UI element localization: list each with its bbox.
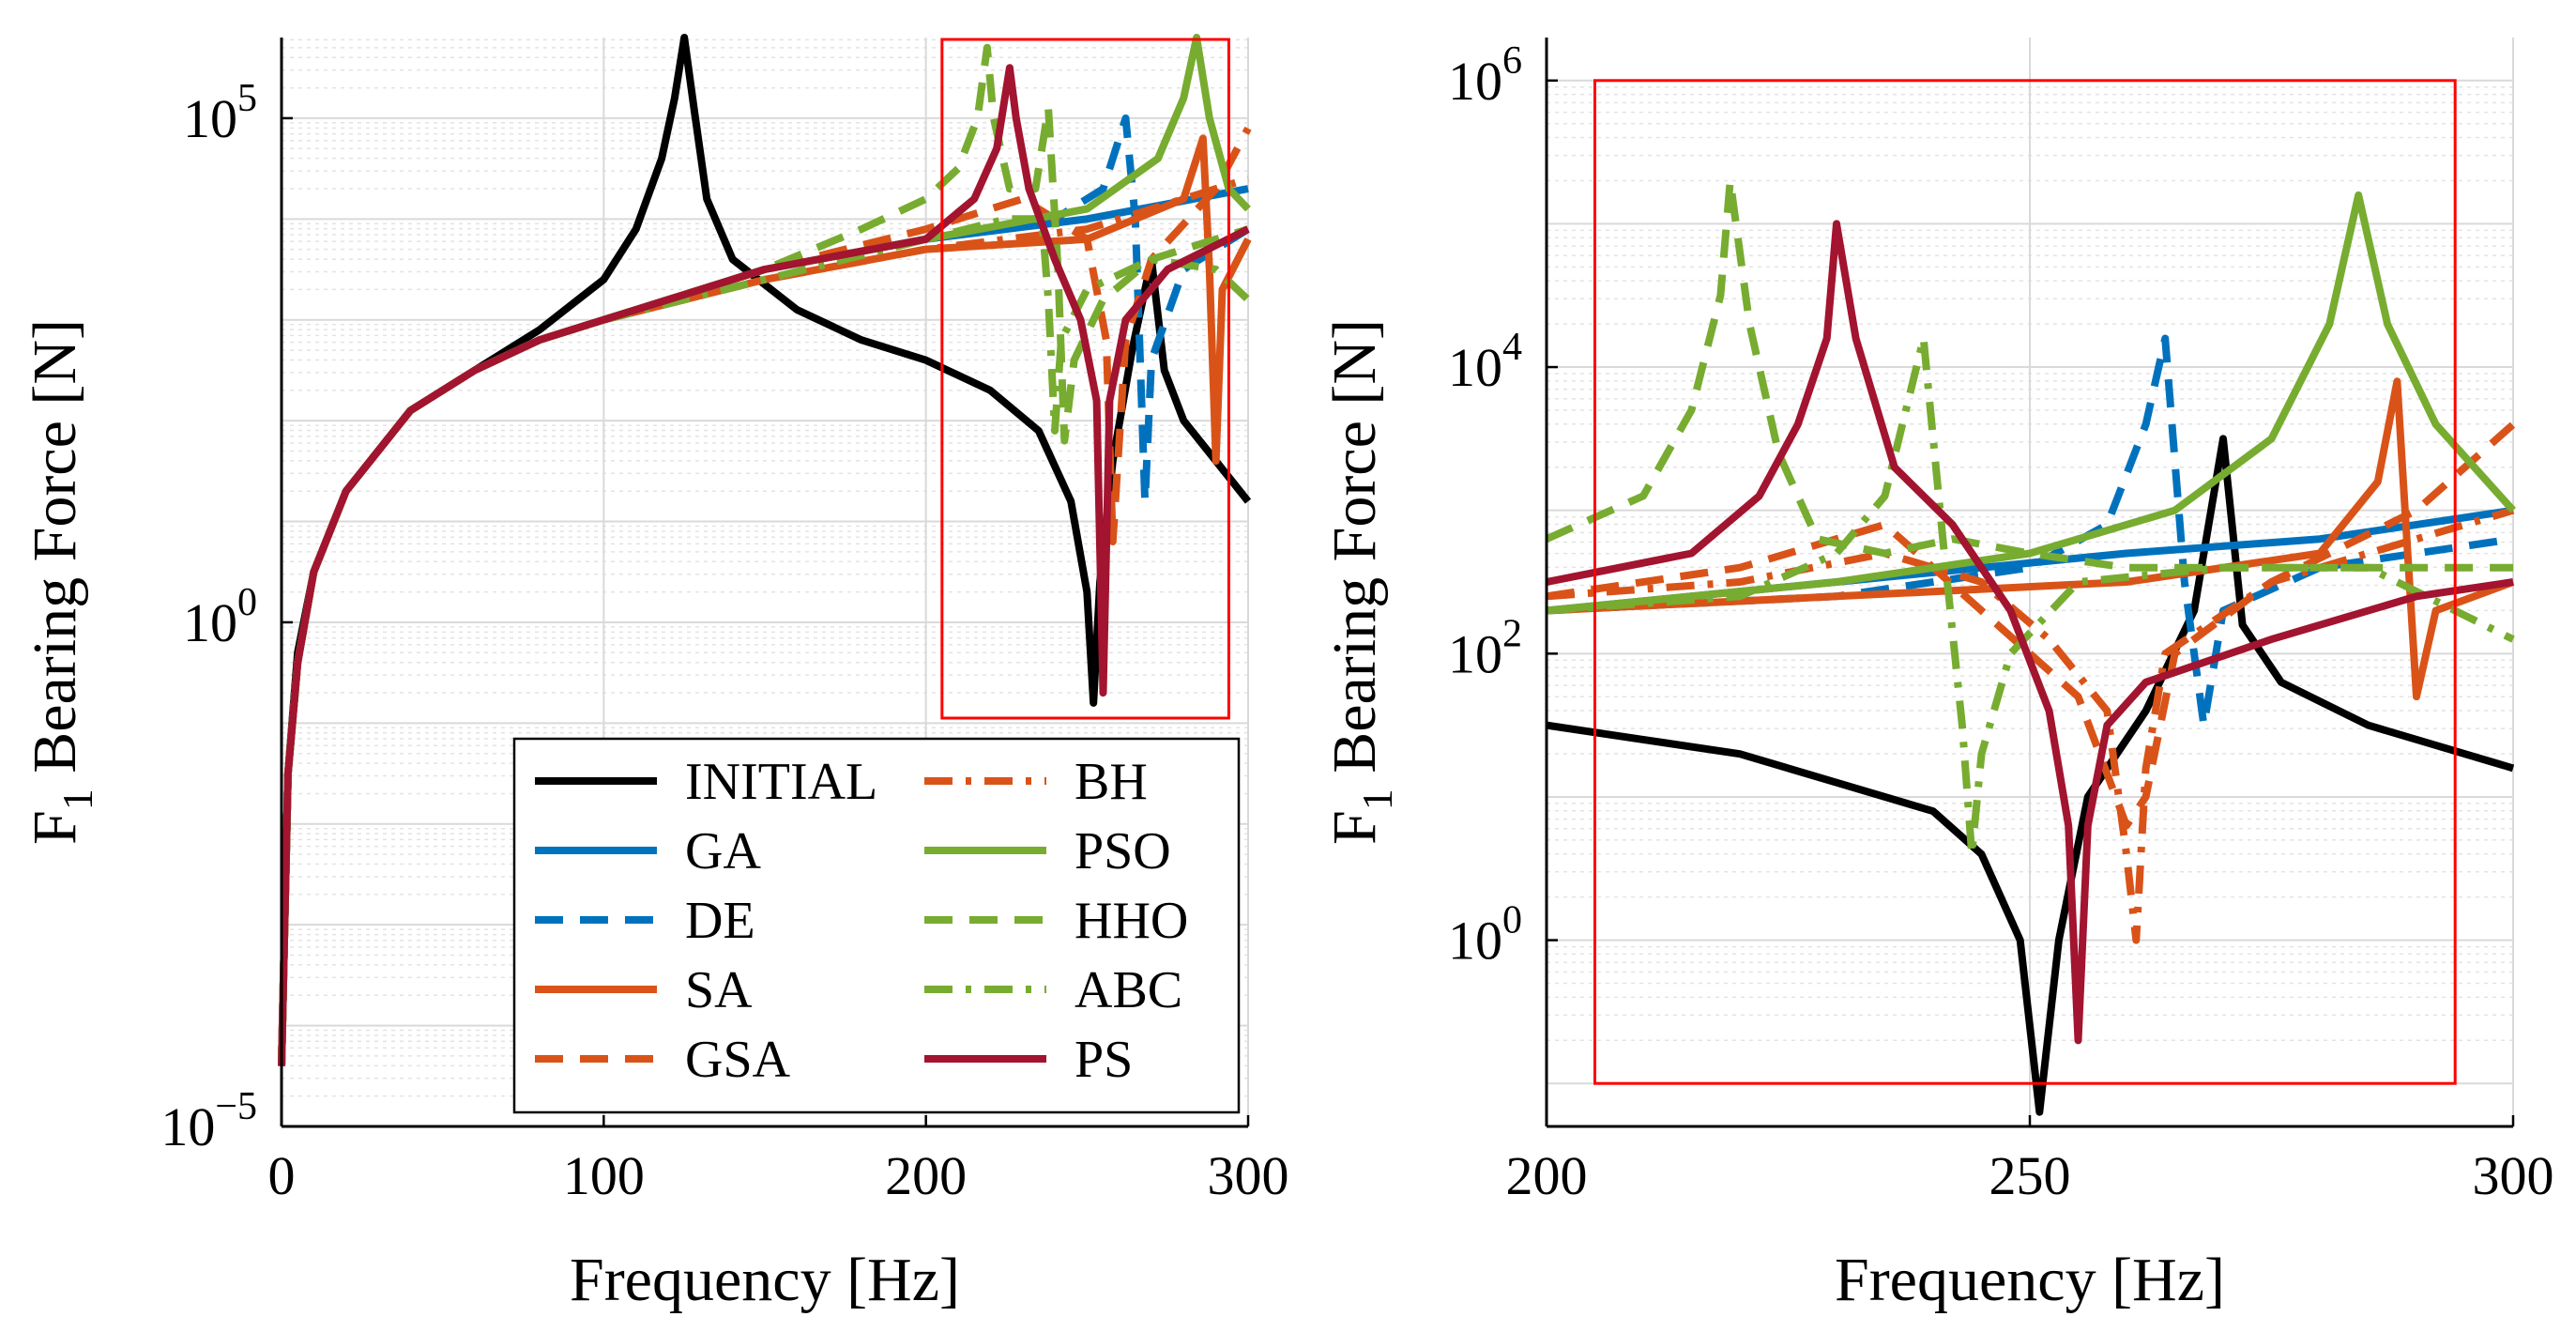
x-tick-label: 300 <box>2473 1145 2554 1206</box>
x-tick-label: 300 <box>1208 1145 1289 1206</box>
x-tick-label: 100 <box>563 1145 645 1206</box>
x-tick-label: 250 <box>1989 1145 2071 1206</box>
y-tick-label: 100 <box>183 581 257 653</box>
left-panel: 0 100 200 300 105 100 10−5 Frequency [Hz] F1 … <box>21 34 1289 1314</box>
y-tick-label: 105 <box>183 77 257 149</box>
right-highlight-box <box>1593 79 2457 1085</box>
legend-label-hho: HHO <box>1075 892 1188 950</box>
series-line-abc <box>1546 334 2515 858</box>
legend-label-gsa: GSA <box>685 1031 791 1089</box>
right-panel: 200 250 300 106 104 102 100 Frequency [Hz] F1… <box>1320 38 2554 1314</box>
series-line-gsa <box>1546 421 2516 830</box>
series-line-ps <box>278 64 1250 1066</box>
left-y-axis-label: F1 Bearing Force [N] <box>21 319 101 845</box>
legend-label-pso: PSO <box>1075 822 1171 880</box>
y-tick-label: 104 <box>1448 326 1522 398</box>
legend-box <box>512 737 1241 1114</box>
series-line-hho <box>1545 176 2513 572</box>
right-grid <box>1547 38 2514 1126</box>
left-series-lines <box>278 34 1252 1066</box>
y-tick-label: 106 <box>1448 39 1522 112</box>
series-line-sa <box>1546 377 2515 701</box>
legend-label-ga: GA <box>685 822 761 880</box>
series-line-ps <box>1546 220 2514 1045</box>
left-x-tick-labels: 0 100 200 300 <box>268 1115 1289 1206</box>
y-tick-label: 10−5 <box>160 1085 257 1157</box>
legend-label-initial: INITIAL <box>685 753 877 811</box>
legend-label-sa: SA <box>685 961 753 1019</box>
right-x-tick-labels: 200 250 300 <box>1506 1115 2554 1206</box>
left-highlight-box <box>940 38 1230 720</box>
right-y-tick-labels: 106 104 102 100 <box>1448 39 1558 972</box>
right-y-axis-label: F1 Bearing Force [N] <box>1320 319 1401 845</box>
y-tick-label: 102 <box>1448 612 1522 684</box>
x-tick-label: 200 <box>885 1145 967 1206</box>
left-y-tick-labels: 105 100 10−5 <box>160 77 293 1157</box>
series-line-pso <box>1546 191 2516 615</box>
series-line-abc <box>278 215 1251 1066</box>
left-x-axis-label: Frequency [Hz] <box>570 1246 960 1314</box>
series-line-hho <box>278 43 1250 1066</box>
x-tick-label: 200 <box>1506 1145 1588 1206</box>
legend-label-abc: ABC <box>1075 961 1182 1019</box>
y-tick-label: 100 <box>1448 899 1522 972</box>
legend-label-ps: PS <box>1075 1031 1133 1089</box>
legend: INITIAL BH GA PSO DE HHO SA ABC GSA PS <box>512 737 1241 1114</box>
right-x-axis-label: Frequency [Hz] <box>1835 1246 2225 1314</box>
right-series-lines <box>1545 176 2516 1116</box>
legend-label-bh: BH <box>1075 753 1148 811</box>
x-tick-label: 0 <box>268 1145 296 1206</box>
legend-label-de: DE <box>685 892 755 950</box>
left-axes <box>280 38 1248 1128</box>
